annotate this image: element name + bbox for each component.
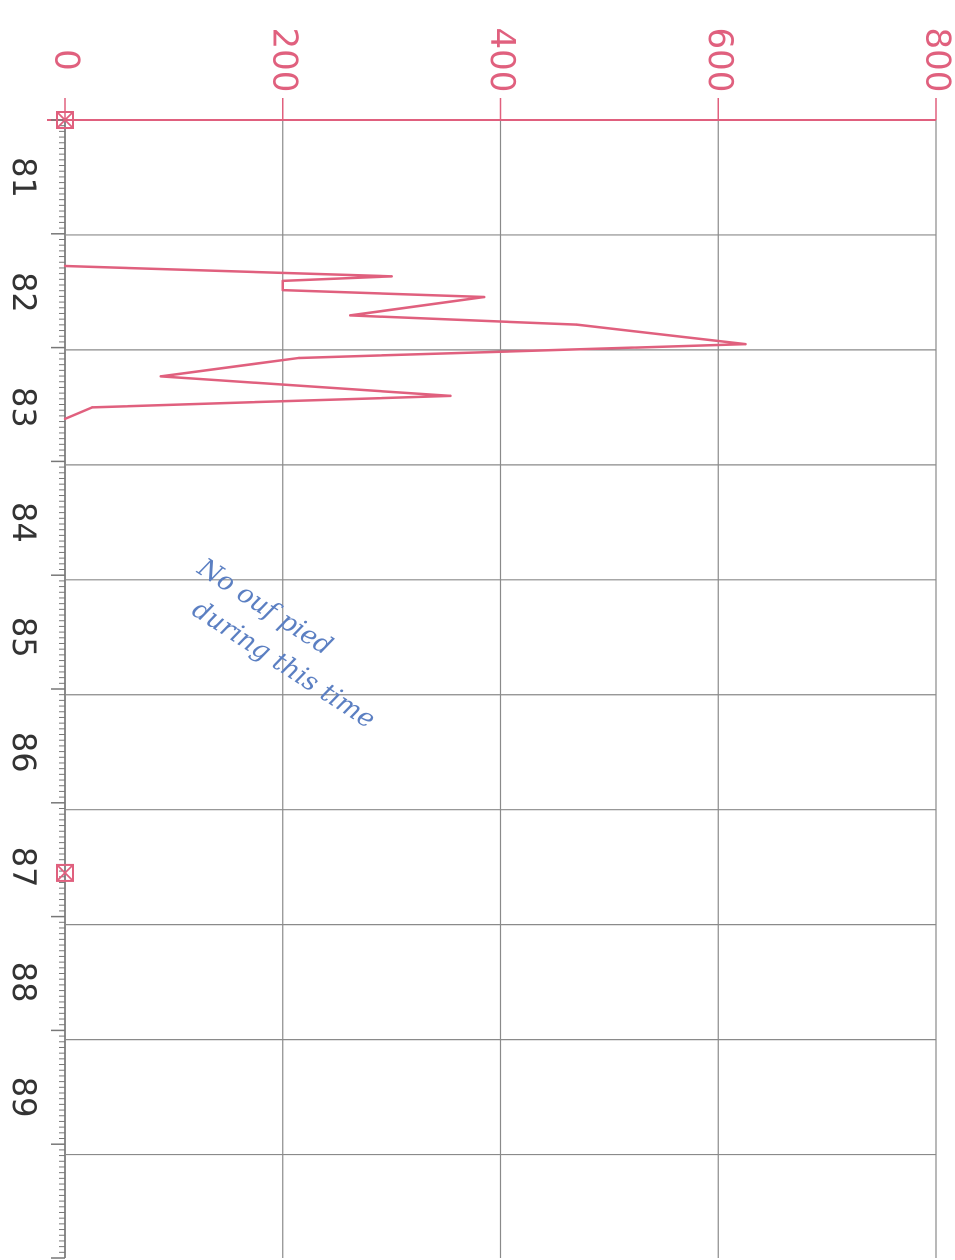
value-tick-label: 600 [700,28,740,93]
marker-cross [56,111,74,129]
time-tick-label: 87 [5,847,43,888]
series-point [91,406,94,409]
marker-layer [56,111,74,882]
series-point [297,356,301,360]
marker-box [56,111,74,129]
series-point [744,342,747,346]
series-point [449,394,452,398]
series-point [281,288,284,292]
time-tick-label: 84 [5,502,43,543]
series-point [390,275,393,278]
series-point [159,375,163,378]
series-point [281,279,284,283]
series-point [63,264,67,268]
marker-cross [56,864,74,882]
series-point [349,314,352,317]
time-tick-label: 81 [5,157,43,198]
time-tick-label: 85 [5,617,43,658]
time-tick-label: 83 [5,387,43,428]
axes: 0 200 400 600 800 81 82 83 84 85 86 87 88 89 [5,28,955,1259]
series-layer [63,264,747,421]
value-tick-label: 200 [264,28,304,93]
value-tick-label: 800 [918,28,955,93]
marker-box [56,863,74,882]
value-tick-label: 400 [482,28,522,93]
series-point [63,417,67,421]
time-tick-label: 89 [5,1077,43,1118]
time-tick-label: 88 [5,962,43,1003]
box-x-marker [56,111,74,129]
value-tick-label: 0 [47,49,87,71]
grid [65,120,937,1258]
time-tick-label: 82 [5,272,43,313]
series-point [575,323,578,326]
series-point [482,295,486,299]
box-x-marker [56,863,74,882]
time-tick-label: 86 [5,732,43,773]
